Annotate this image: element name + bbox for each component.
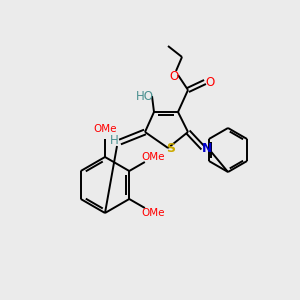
- Text: OMe: OMe: [93, 124, 117, 134]
- Text: O: O: [206, 76, 214, 89]
- Text: S: S: [167, 142, 176, 155]
- Text: OMe: OMe: [142, 152, 165, 162]
- Text: HO: HO: [136, 89, 154, 103]
- Text: O: O: [169, 70, 178, 83]
- Text: OMe: OMe: [142, 208, 165, 218]
- Text: H: H: [110, 134, 118, 146]
- Text: N: N: [202, 142, 212, 155]
